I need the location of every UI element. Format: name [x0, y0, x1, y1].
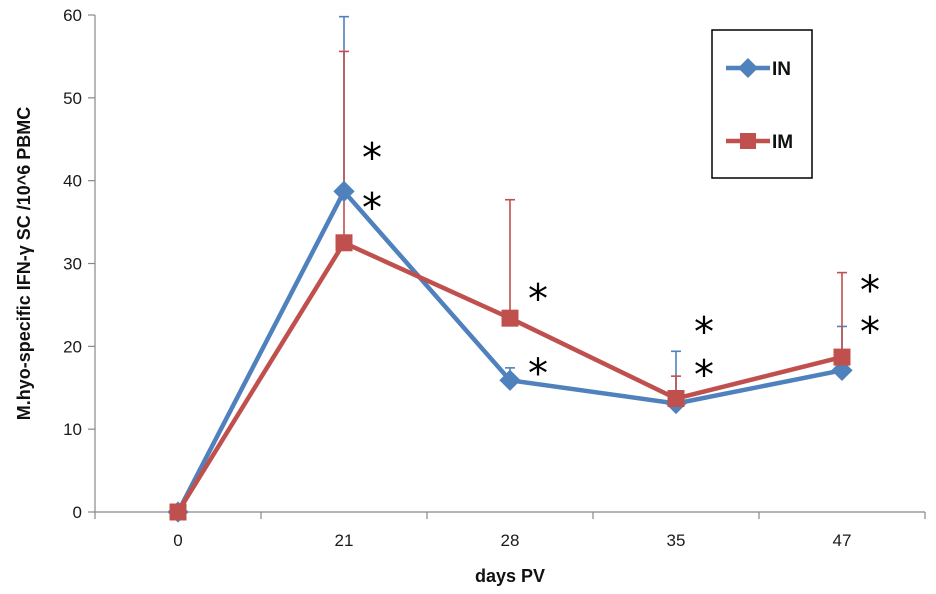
y-tick-label: 10 — [63, 420, 82, 439]
significance-asterisk: * — [694, 310, 714, 356]
y-tick-label: 20 — [63, 337, 82, 356]
legend-box — [711, 29, 813, 179]
significance-asterisk: * — [362, 185, 382, 231]
error-bars — [339, 15, 847, 404]
significance-asterisk: * — [528, 276, 548, 322]
x-axis-title: days PV — [475, 566, 545, 586]
y-tick-label: 30 — [63, 255, 82, 274]
series-markers — [167, 180, 853, 523]
significance-asterisk: * — [528, 351, 548, 397]
y-ticks: 0 10 20 30 40 50 60 — [63, 6, 95, 522]
data-point-im — [833, 348, 851, 366]
data-point-in — [499, 369, 521, 391]
data-point-im — [335, 234, 353, 252]
y-tick-label: 60 — [63, 6, 82, 25]
significance-asterisk: * — [860, 268, 880, 314]
significance-asterisk: * — [362, 136, 382, 182]
x-tick-label: 47 — [833, 531, 852, 550]
data-point-im — [169, 503, 187, 521]
legend-marker-in — [737, 57, 759, 79]
y-tick-label: 50 — [63, 89, 82, 108]
significance-annotations: ******** — [362, 136, 880, 399]
legend-label-in: IN — [772, 59, 791, 80]
legend-label-im: IM — [772, 132, 793, 153]
x-ticks: 0 21 28 35 47 — [94, 512, 926, 550]
data-point-im — [501, 309, 519, 327]
x-tick-label: 21 — [335, 531, 354, 550]
y-axis-title: M.hyo-specific IFN-γ SC /10^6 PBMC — [14, 107, 34, 421]
x-tick-label: 35 — [667, 531, 686, 550]
x-tick-label: 28 — [501, 531, 520, 550]
legend: IN IM — [711, 29, 813, 179]
legend-marker-im — [740, 133, 756, 149]
significance-asterisk: * — [694, 353, 714, 399]
data-point-im — [667, 390, 685, 408]
y-tick-label: 0 — [73, 503, 82, 522]
data-point-in — [333, 180, 355, 203]
significance-asterisk: * — [860, 310, 880, 356]
axes: 0 10 20 30 40 50 60 0 21 28 35 47 — [63, 6, 926, 550]
x-tick-label: 0 — [173, 531, 182, 550]
y-tick-label: 40 — [63, 172, 82, 191]
